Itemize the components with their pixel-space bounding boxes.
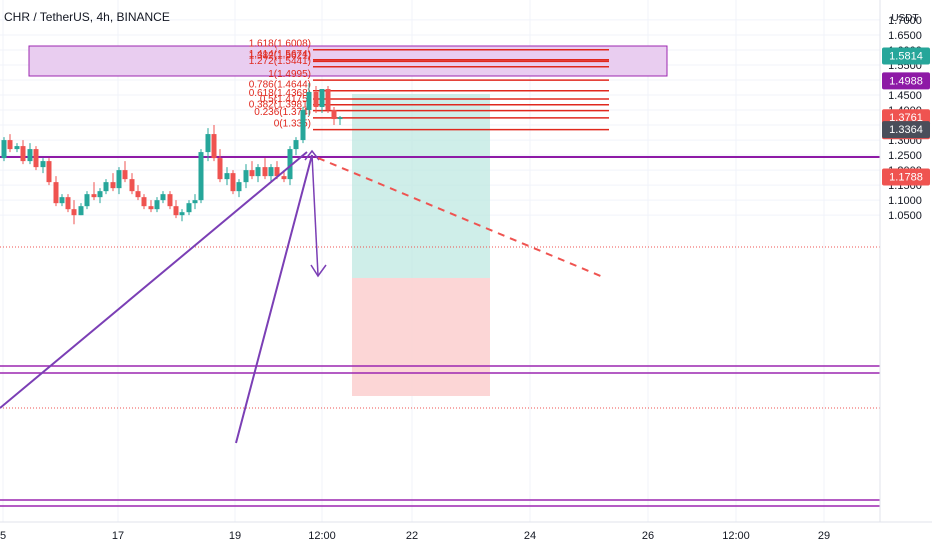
candle-body xyxy=(332,110,337,119)
candle-body xyxy=(231,173,236,191)
cursor-price-badge-text: 1.3364 xyxy=(889,124,923,136)
candle-body xyxy=(72,209,77,215)
time-tick-label: 19 xyxy=(229,530,241,542)
price-tick-label: 1.6500 xyxy=(888,30,922,42)
candle-body xyxy=(92,194,97,197)
candle-body xyxy=(174,206,179,215)
candle-body xyxy=(155,200,160,209)
candle-body xyxy=(104,182,109,191)
candle-body xyxy=(66,197,71,209)
candle-body xyxy=(206,134,211,152)
candle-body xyxy=(320,89,325,107)
candle-body xyxy=(301,110,306,140)
candle-body xyxy=(244,170,249,182)
candle-body xyxy=(34,149,39,167)
currency-label: USDT xyxy=(891,13,918,24)
candle-body xyxy=(136,191,141,197)
candle-body xyxy=(21,146,26,161)
fib-level-label: 1(1.4995) xyxy=(268,69,311,80)
time-tick-label: 26 xyxy=(642,530,654,542)
time-tick-label: 5 xyxy=(0,530,6,542)
candle-body xyxy=(294,140,299,149)
time-tick-label: 12:00 xyxy=(722,530,750,542)
candle-body xyxy=(54,182,59,203)
candle-body xyxy=(28,149,33,161)
candle-body xyxy=(218,158,223,179)
candle-body xyxy=(193,200,198,203)
position-target-zone[interactable] xyxy=(352,94,490,278)
symbol-title: CHR / TetherUS, 4h, BINANCE xyxy=(4,10,170,24)
candle-body xyxy=(2,140,7,158)
candle-body xyxy=(225,173,230,179)
candle-body xyxy=(250,170,255,176)
time-axis[interactable] xyxy=(0,522,932,550)
candle-body xyxy=(187,203,192,212)
time-tick-label: 17 xyxy=(112,530,124,542)
candle-body xyxy=(130,179,135,191)
candle-body xyxy=(98,191,103,197)
level-price-badge-text: 1.4988 xyxy=(889,75,923,87)
candle-body xyxy=(142,197,147,206)
candle-body xyxy=(168,194,173,206)
candle-body xyxy=(85,194,90,206)
candle-body xyxy=(338,117,343,119)
price-tick-label: 1.2500 xyxy=(888,150,922,162)
time-tick-label: 12:00 xyxy=(308,530,336,542)
time-tick-label: 22 xyxy=(406,530,418,542)
candle-body xyxy=(237,182,242,191)
support-zone-lower[interactable] xyxy=(0,500,880,506)
candle-body xyxy=(79,206,84,215)
candle-body xyxy=(15,146,20,149)
candle-body xyxy=(123,170,128,179)
candle-body xyxy=(180,212,185,215)
candle-body xyxy=(161,194,166,200)
price-tick-label: 1.4500 xyxy=(888,90,922,102)
candle-body xyxy=(199,152,204,200)
candle-body xyxy=(256,167,261,176)
candle-body xyxy=(263,167,268,176)
candle-body xyxy=(8,140,13,149)
candle-body xyxy=(269,167,274,176)
candle-body xyxy=(117,170,122,188)
candle-body xyxy=(47,161,52,182)
fib-level-label: 1.272(1.5441) xyxy=(249,56,311,67)
stop-price-badge-text: 1.1788 xyxy=(889,171,923,183)
candle-body xyxy=(149,206,154,209)
candle-body xyxy=(307,92,312,110)
time-tick-label: 24 xyxy=(524,530,536,542)
candle-body xyxy=(326,89,331,110)
candle-body xyxy=(60,197,65,203)
target-price-badge-text: 1.5814 xyxy=(889,51,923,63)
candle-body xyxy=(111,182,116,188)
trendline-long[interactable] xyxy=(0,152,307,408)
price-tick-label: 1.0500 xyxy=(888,210,922,222)
candle-body xyxy=(212,134,217,158)
time-tick-label: 29 xyxy=(818,530,830,542)
candle-body xyxy=(314,92,319,107)
candle-body xyxy=(41,161,46,167)
trendline-short[interactable] xyxy=(236,155,312,443)
candle-body xyxy=(282,176,287,179)
price-tick-label: 1.1000 xyxy=(888,195,922,207)
position-stop-zone[interactable] xyxy=(352,278,490,396)
